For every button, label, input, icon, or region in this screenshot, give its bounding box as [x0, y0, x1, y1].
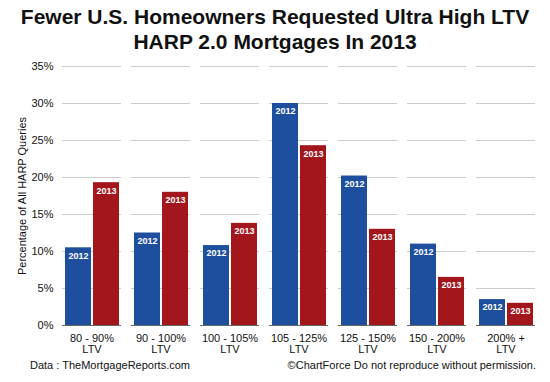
svg-text:2012: 2012	[206, 248, 226, 258]
svg-text:35%: 35%	[31, 60, 53, 72]
svg-text:2013: 2013	[510, 306, 530, 316]
svg-text:10%: 10%	[31, 245, 53, 257]
svg-text:2012: 2012	[482, 302, 502, 312]
svg-text:0%: 0%	[38, 319, 54, 331]
svg-text:200% +LTV: 200% +LTV	[487, 332, 525, 355]
svg-text:2013: 2013	[96, 186, 116, 196]
svg-text:20%: 20%	[31, 171, 53, 183]
svg-text:80 - 90%LTV: 80 - 90%LTV	[70, 332, 114, 355]
svg-text:2013: 2013	[372, 232, 392, 242]
svg-text:100 - 105%LTV: 100 - 105%LTV	[202, 332, 258, 355]
svg-text:105 - 125%LTV: 105 - 125%LTV	[271, 332, 327, 355]
svg-text:150 - 200%LTV: 150 - 200%LTV	[409, 332, 465, 355]
html-text:Fewer U.S. Homeowners Requeste: Fewer U.S. Homeowners Requested Ultra Hi…	[20, 5, 530, 53]
svg-text:2012: 2012	[68, 251, 88, 261]
svg-text:2012: 2012	[413, 247, 433, 257]
svg-text:2013: 2013	[303, 149, 323, 159]
svg-text:25%: 25%	[31, 134, 53, 146]
svg-text:Percentage of All HARP Queries: Percentage of All HARP Queries	[16, 116, 28, 275]
html-text:Data : TheMortgageReports.com: Data : TheMortgageReports.com	[30, 359, 190, 371]
svg-text:2013: 2013	[234, 226, 254, 236]
svg-text:15%: 15%	[31, 208, 53, 220]
svg-text:2012: 2012	[275, 106, 295, 116]
svg-text:30%: 30%	[31, 97, 53, 109]
html-text:©ChartForce Do not reproduce w: ©ChartForce Do not reproduce without per…	[287, 359, 536, 371]
svg-text:125 - 150%LTV: 125 - 150%LTV	[340, 332, 396, 355]
svg-text:5%: 5%	[38, 282, 54, 294]
svg-text:90 - 100%LTV: 90 - 100%LTV	[136, 332, 186, 355]
svg-text:2013: 2013	[441, 280, 461, 290]
svg-text:2013: 2013	[165, 195, 185, 205]
svg-text:2012: 2012	[344, 179, 364, 189]
svg-text:2012: 2012	[137, 236, 157, 246]
